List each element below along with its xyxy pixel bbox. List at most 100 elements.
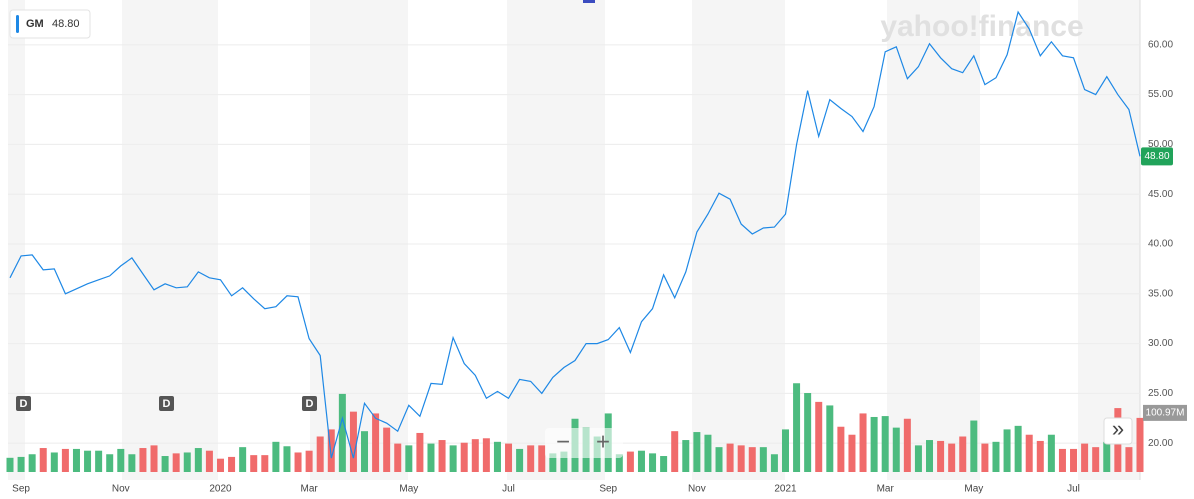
price-tag-label: 48.80: [1144, 151, 1169, 162]
volume-bar: [748, 447, 756, 472]
volume-bar: [726, 443, 734, 472]
volume-bar: [427, 443, 435, 472]
volume-bar: [449, 445, 457, 472]
volume-bar: [737, 445, 745, 472]
x-tick-label: Mar: [301, 484, 319, 495]
dividend: D: [306, 398, 314, 410]
y-tick-label: 40.00: [1148, 239, 1173, 250]
x-tick-label: Nov: [112, 484, 130, 495]
volume-bar: [272, 441, 280, 472]
volume-bar: [150, 445, 158, 472]
y-tick-label: 25.00: [1148, 388, 1173, 399]
x-tick-label: May: [399, 484, 418, 495]
volume-bar: [1070, 448, 1078, 472]
volume-bar: [128, 454, 136, 472]
x-tick-label: Jul: [1067, 484, 1080, 495]
volume-bar: [471, 439, 479, 472]
volume-bar: [671, 431, 679, 472]
legend-value: 48.80: [52, 18, 80, 30]
y-tick-label: 30.00: [1148, 338, 1173, 349]
volume-bar: [139, 448, 147, 472]
volume-bar: [981, 443, 989, 472]
volume-bar: [50, 452, 58, 472]
volume-bar: [1036, 440, 1044, 472]
volume-bar: [72, 448, 80, 472]
y-tick-label: 20.00: [1148, 438, 1173, 449]
zoom-out[interactable]: −: [556, 428, 570, 455]
volume-bar: [106, 454, 114, 472]
volume-bar: [1003, 429, 1011, 472]
volume-bar: [205, 450, 213, 472]
volume-bar: [1025, 434, 1033, 472]
volume-bar: [837, 426, 845, 472]
dividend: D: [20, 398, 28, 410]
legend-symbol: GM: [26, 18, 44, 30]
volume-bar: [194, 448, 202, 472]
volume-bar: [372, 413, 380, 472]
volume-bar: [770, 454, 778, 472]
volume-bar: [637, 450, 645, 472]
volume-bar: [848, 434, 856, 472]
scroll-right[interactable]: »: [1112, 416, 1124, 441]
volume-bar: [61, 448, 69, 472]
x-tick-label: Sep: [599, 484, 617, 495]
volume-bar: [970, 420, 978, 472]
volume-bar: [239, 447, 247, 472]
volume-bar: [338, 393, 346, 472]
volume-bar: [438, 440, 446, 472]
volume-bar: [1103, 441, 1111, 472]
zoom-in[interactable]: +: [596, 428, 610, 455]
volume-bar: [881, 416, 889, 472]
volume-bar: [815, 401, 823, 472]
volume-bar: [394, 443, 402, 472]
volume-bar: [759, 447, 767, 472]
volume-bar: [560, 451, 568, 472]
volume-bar: [482, 438, 490, 472]
volume-bar: [84, 450, 92, 472]
x-tick-label: 2020: [209, 484, 232, 495]
volume-bar: [416, 432, 424, 472]
scroll-button[interactable]: »: [1103, 416, 1133, 445]
x-tick-label: Sep: [12, 484, 30, 495]
volume-bar: [117, 448, 125, 472]
dividend: D: [163, 398, 171, 410]
volume-bar: [926, 440, 934, 472]
volume-bar: [327, 429, 335, 472]
volume-bar: [793, 383, 801, 472]
volume-bar: [283, 446, 291, 472]
y-tick-label: 55.00: [1148, 89, 1173, 100]
x-tick-label: Jul: [502, 484, 515, 495]
volume-bar: [1014, 425, 1022, 472]
price-tag: [1141, 147, 1173, 166]
volume-bar: [361, 431, 369, 472]
y-tick-label: 45.00: [1148, 189, 1173, 200]
volume-bar: [914, 445, 922, 472]
volume-bar: [826, 405, 834, 472]
volume-bar: [715, 447, 723, 472]
volume-bar: [383, 427, 391, 472]
volume-bar: [903, 418, 911, 472]
volume-bar: [6, 457, 14, 472]
volume-bar: [17, 456, 25, 472]
volume-bar: [1136, 417, 1144, 472]
zoom-control[interactable]: − +: [545, 428, 623, 458]
volume-bar: [660, 456, 668, 472]
volume-tag: [1143, 404, 1187, 421]
dividend-markers: D D D: [16, 396, 317, 411]
volume-bar: [161, 456, 169, 472]
volume-bar: [693, 432, 701, 472]
volume-bar: [948, 443, 956, 472]
volume-bar: [305, 450, 313, 472]
volume-bar: [493, 441, 501, 472]
volume-bar: [615, 454, 623, 472]
volume-bar: [682, 440, 690, 472]
volume-bar: [704, 434, 712, 472]
x-tick-label: Mar: [877, 484, 895, 495]
volume-bar: [527, 445, 535, 472]
volume-bar: [261, 455, 269, 472]
volume-bar: [95, 450, 103, 472]
volume-bar: [626, 451, 634, 472]
volume-bar: [937, 440, 945, 472]
volume-tag-label: 100.97M: [1146, 408, 1185, 419]
y-tick-label: 60.00: [1148, 39, 1173, 50]
